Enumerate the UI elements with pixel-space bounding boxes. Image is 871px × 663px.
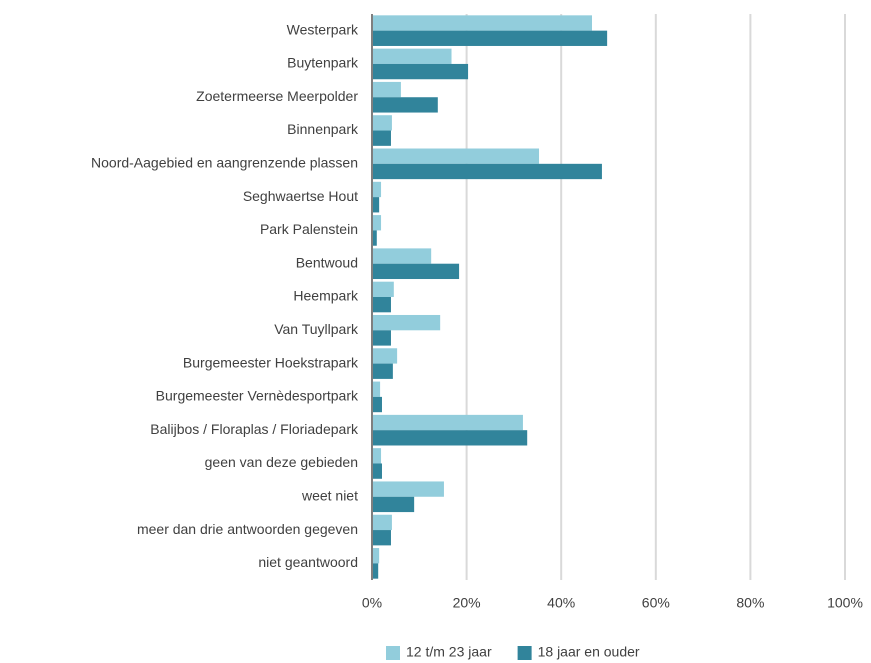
y-tick-label: Park Palenstein (260, 221, 358, 237)
y-tick-label: Westerpark (287, 21, 359, 37)
bar (373, 81, 401, 98)
bar (373, 530, 391, 546)
y-tick-label: niet geantwoord (258, 554, 358, 570)
bar (373, 414, 523, 431)
legend-label: 12 t/m 23 jaar (406, 644, 492, 660)
x-tick-label: 60% (642, 595, 670, 611)
x-tick-label: 100% (827, 595, 863, 611)
y-tick-label: Van Tuyllpark (274, 321, 359, 337)
bar (373, 381, 381, 397)
bar (373, 314, 441, 331)
x-tick-label: 20% (453, 595, 481, 611)
bar (373, 115, 392, 131)
bar (373, 263, 460, 280)
bar (373, 496, 415, 513)
bar (373, 230, 377, 246)
bar (373, 330, 391, 346)
bar (373, 215, 382, 231)
bar (373, 63, 469, 80)
bar (373, 15, 592, 31)
y-tick-label: Buytenpark (287, 55, 359, 71)
bar (373, 348, 398, 364)
y-tick-label: Seghwaertse Hout (243, 188, 358, 204)
legend-label: 18 jaar en ouder (538, 644, 640, 660)
bar (373, 448, 382, 464)
y-tick-label: Zoetermeerse Meerpolder (196, 88, 358, 104)
y-tick-label: geen van deze gebieden (205, 454, 358, 470)
legend-swatch (517, 646, 532, 660)
bar (373, 163, 602, 180)
legend-swatch (386, 646, 400, 660)
bar (373, 281, 394, 297)
y-tick-label: meer dan drie antwoorden gegeven (137, 521, 358, 537)
bar (373, 97, 438, 113)
x-tick-label: 40% (547, 595, 575, 611)
y-tick-label: Noord-Aagebied en aangrenzende plassen (91, 155, 358, 171)
bar (373, 30, 608, 46)
bar (373, 396, 382, 413)
bar (373, 248, 432, 264)
bar (373, 430, 528, 446)
bar (373, 197, 380, 213)
x-tick-label: 80% (736, 595, 764, 611)
bar (373, 481, 444, 497)
bar (373, 563, 379, 579)
bar (373, 363, 393, 379)
x-tick-label: 0% (362, 595, 382, 611)
bar (373, 548, 380, 564)
y-tick-label: Balijbos / Floraplas / Floriadepark (150, 421, 359, 437)
bar (373, 181, 382, 198)
y-tick-label: Binnenpark (287, 121, 359, 137)
y-tick-label: weet niet (301, 487, 358, 503)
bar (373, 463, 382, 479)
y-tick-label: Bentwoud (296, 254, 358, 270)
bar (373, 130, 391, 146)
bar (373, 514, 392, 531)
bar (373, 297, 391, 313)
y-tick-label: Heempark (293, 288, 359, 304)
bar (373, 148, 540, 164)
y-tick-label: Burgemeester Vernèdesportpark (156, 388, 359, 404)
y-tick-label: Burgemeester Hoekstrapark (183, 354, 359, 370)
bar (373, 48, 452, 64)
